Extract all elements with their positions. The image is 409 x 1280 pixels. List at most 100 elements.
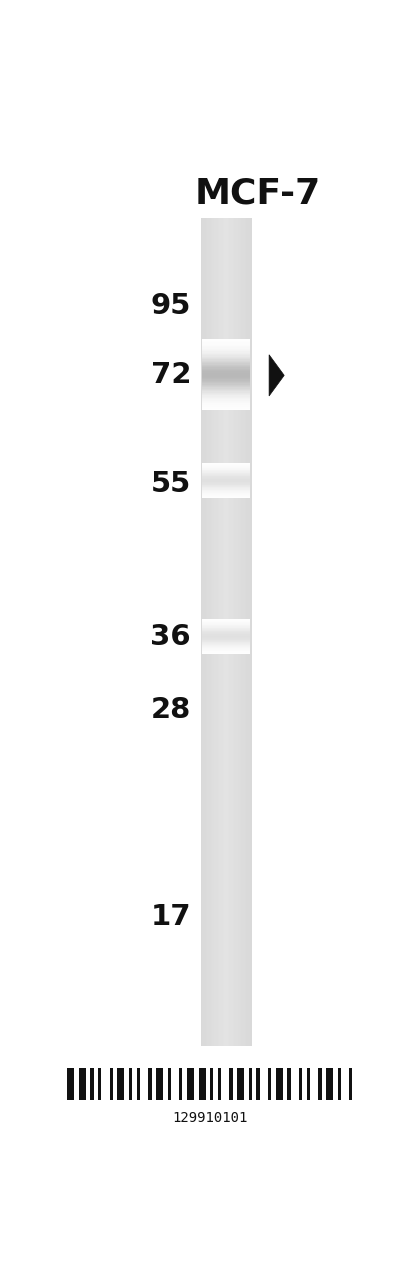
Bar xyxy=(98,1069,101,1100)
Polygon shape xyxy=(268,355,283,396)
Bar xyxy=(79,1069,85,1100)
Bar xyxy=(202,394,249,396)
Bar xyxy=(202,375,249,376)
Bar xyxy=(240,218,243,1046)
Bar xyxy=(249,218,251,1046)
Bar xyxy=(202,376,249,378)
Bar xyxy=(202,348,249,349)
Bar xyxy=(202,358,249,360)
Bar xyxy=(198,1069,205,1100)
Bar xyxy=(202,357,249,358)
Bar xyxy=(202,402,249,403)
Bar xyxy=(202,367,249,369)
Bar xyxy=(136,1069,139,1100)
Bar xyxy=(239,218,241,1046)
Bar xyxy=(202,339,249,340)
Bar xyxy=(67,1069,74,1100)
Bar xyxy=(202,371,249,372)
Bar xyxy=(187,1069,193,1100)
Bar xyxy=(148,1069,151,1100)
Bar xyxy=(205,218,207,1046)
Bar xyxy=(220,218,222,1046)
Bar xyxy=(202,346,249,347)
Text: 95: 95 xyxy=(151,292,191,320)
Bar xyxy=(202,352,249,353)
Bar xyxy=(167,1069,171,1100)
Text: 72: 72 xyxy=(150,361,191,389)
Bar xyxy=(337,1069,340,1100)
Bar xyxy=(243,218,244,1046)
Bar xyxy=(202,387,249,388)
Text: 28: 28 xyxy=(151,696,191,724)
Bar xyxy=(267,1069,271,1100)
Bar xyxy=(202,355,249,356)
Bar xyxy=(236,1069,244,1100)
Bar xyxy=(202,392,249,393)
Bar xyxy=(229,1069,232,1100)
Bar xyxy=(202,403,249,404)
Bar xyxy=(202,370,249,371)
Bar xyxy=(287,1069,290,1100)
Bar xyxy=(202,369,249,370)
Bar xyxy=(202,361,249,362)
Bar xyxy=(275,1069,282,1100)
Bar xyxy=(202,398,249,399)
Bar xyxy=(202,364,249,365)
Text: 17: 17 xyxy=(150,904,191,932)
Bar xyxy=(202,366,249,367)
Bar xyxy=(237,218,239,1046)
Bar xyxy=(202,218,204,1046)
Bar xyxy=(202,360,249,361)
Bar xyxy=(117,1069,124,1100)
Bar xyxy=(224,218,226,1046)
Bar xyxy=(227,218,229,1046)
Bar xyxy=(229,218,231,1046)
Bar xyxy=(202,349,249,352)
Bar xyxy=(200,218,202,1046)
Bar xyxy=(202,393,249,394)
Bar xyxy=(202,379,249,380)
Bar xyxy=(202,374,249,375)
Bar xyxy=(248,1069,252,1100)
Text: 55: 55 xyxy=(151,470,191,498)
Bar xyxy=(234,218,236,1046)
Bar xyxy=(202,380,249,381)
Bar xyxy=(317,1069,321,1100)
Bar xyxy=(348,1069,352,1100)
Bar xyxy=(129,1069,132,1100)
Bar xyxy=(202,406,249,407)
Bar xyxy=(202,347,249,348)
Bar xyxy=(225,218,227,1046)
Bar xyxy=(202,388,249,389)
Text: 36: 36 xyxy=(150,622,191,650)
Text: MCF-7: MCF-7 xyxy=(194,177,320,210)
Bar xyxy=(202,342,249,343)
Bar xyxy=(202,383,249,385)
Bar xyxy=(90,1069,93,1100)
Bar xyxy=(325,1069,333,1100)
Bar xyxy=(217,218,219,1046)
Bar xyxy=(202,340,249,342)
Bar xyxy=(109,1069,112,1100)
Bar xyxy=(202,353,249,355)
Bar xyxy=(209,1069,213,1100)
Bar xyxy=(202,407,249,408)
Bar xyxy=(209,218,211,1046)
Bar xyxy=(202,343,249,344)
Bar xyxy=(298,1069,301,1100)
Bar xyxy=(202,381,249,383)
Bar xyxy=(210,218,212,1046)
Bar xyxy=(306,1069,309,1100)
Bar xyxy=(231,218,233,1046)
Bar xyxy=(202,408,249,410)
Bar xyxy=(232,218,234,1046)
Bar xyxy=(247,218,249,1046)
Bar xyxy=(202,356,249,357)
Bar xyxy=(202,396,249,397)
Bar xyxy=(202,378,249,379)
Bar xyxy=(202,399,249,401)
Bar xyxy=(215,218,217,1046)
Bar xyxy=(156,1069,163,1100)
Bar xyxy=(213,218,216,1046)
Bar xyxy=(202,385,249,387)
